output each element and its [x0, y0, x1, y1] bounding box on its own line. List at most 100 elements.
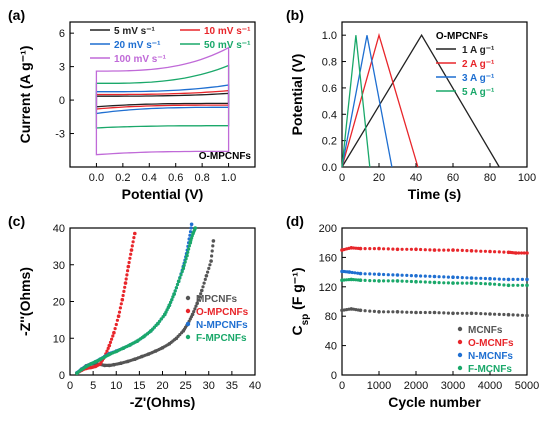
data-point — [111, 334, 115, 338]
data-point — [78, 368, 82, 372]
legend-label: 20 mV s⁻¹ — [114, 40, 161, 51]
data-point — [140, 336, 144, 340]
data-point — [488, 312, 492, 316]
data-point — [172, 292, 176, 296]
plot-frame — [341, 21, 528, 168]
data-point — [116, 314, 121, 319]
data-point — [479, 281, 483, 286]
legend-label: 2 A g⁻¹ — [462, 59, 495, 70]
data-point — [469, 276, 474, 280]
panel-b: (b) 0 20 40 60 80 100 0.0 0.2 0.4 0.6 0.8 1.0 Time (s… — [286, 7, 536, 202]
data-point — [202, 281, 206, 285]
x-tick-label: 40 — [249, 380, 261, 392]
data-point — [386, 273, 390, 277]
data-point — [465, 281, 469, 285]
data-point — [419, 247, 423, 252]
data-point — [474, 311, 478, 315]
legend-label: MPCNFs — [196, 294, 238, 305]
data-point — [101, 363, 106, 367]
data-point — [428, 248, 432, 252]
legend-label: 1 A g⁻¹ — [462, 45, 495, 56]
data-point — [437, 311, 441, 315]
data-point — [194, 304, 198, 308]
data-point — [356, 278, 360, 282]
panel-label: (b) — [286, 7, 304, 23]
data-point — [188, 230, 193, 234]
data-point — [118, 306, 122, 310]
y-tick-label: 40 — [53, 223, 65, 235]
data-point — [159, 317, 163, 321]
data-point — [169, 300, 173, 304]
data-point — [460, 276, 464, 280]
legend-label: F-MPCNFs — [196, 333, 247, 344]
data-point — [346, 270, 350, 274]
data-point — [354, 246, 358, 250]
data-point — [138, 355, 142, 359]
data-point — [372, 247, 376, 251]
data-point — [382, 272, 386, 277]
data-point — [190, 234, 194, 238]
data-point — [152, 350, 156, 354]
data-point — [488, 249, 492, 254]
data-point — [437, 248, 441, 252]
y-tick-label: 10 — [53, 333, 65, 345]
data-point — [114, 322, 118, 327]
data-point — [516, 277, 520, 281]
data-point — [112, 350, 117, 354]
data-point — [506, 277, 511, 282]
data-point — [377, 246, 381, 251]
data-point — [363, 309, 367, 313]
legend-label: 5 A g⁻¹ — [462, 87, 495, 98]
data-point — [511, 283, 515, 287]
x-tick-label: 20 — [373, 172, 385, 184]
data-point — [358, 271, 363, 276]
y-axis-label: Current (A g⁻¹) — [17, 46, 33, 144]
data-point — [192, 310, 196, 314]
data-point — [132, 236, 136, 240]
data-point — [405, 273, 409, 277]
data-point — [502, 283, 506, 287]
data-point — [400, 247, 404, 251]
data-point — [377, 279, 381, 283]
x-tick-label: 25 — [180, 380, 192, 392]
data-point — [414, 274, 418, 278]
x-tick-label: 2000 — [404, 380, 428, 392]
panel-label: (d) — [286, 213, 304, 229]
data-point — [483, 282, 487, 286]
data-point — [159, 347, 163, 351]
y-tick-label: 20 — [53, 297, 65, 309]
y-axis-label-units: (F g⁻¹) — [289, 267, 305, 313]
x-tick-label: 40 — [410, 172, 422, 184]
data-point — [97, 363, 101, 367]
legend-label: 10 mV s⁻¹ — [204, 26, 251, 37]
annotation: O-MPCNFs — [199, 151, 252, 162]
x-tick-label: 0 — [339, 380, 345, 392]
data-point — [377, 310, 381, 314]
data-point — [199, 292, 203, 296]
data-point — [180, 270, 184, 274]
data-point — [347, 278, 351, 282]
legend-label: MCNFs — [468, 325, 503, 336]
y-axis-label-sub: sp — [300, 314, 311, 326]
data-point — [352, 246, 356, 250]
data-point — [520, 283, 525, 287]
data-point — [423, 248, 427, 252]
data-point — [432, 274, 437, 279]
data-point — [493, 277, 497, 281]
legend-label: 5 mV s⁻¹ — [114, 26, 156, 37]
data-point — [493, 312, 497, 316]
cv-loop — [95, 46, 230, 156]
data-point — [488, 282, 492, 286]
legend-marker — [185, 295, 191, 301]
cv-loop — [95, 84, 230, 115]
y-tick-label: 1.0 — [322, 30, 337, 42]
x-tick-label: 5 — [90, 380, 96, 392]
data-point — [497, 312, 501, 316]
data-point — [184, 257, 188, 261]
data-point — [147, 330, 151, 334]
data-point — [189, 315, 193, 319]
data-point — [460, 281, 464, 285]
x-axis-label: Cycle number — [388, 394, 481, 410]
data-point — [204, 274, 209, 278]
data-point — [382, 247, 386, 251]
